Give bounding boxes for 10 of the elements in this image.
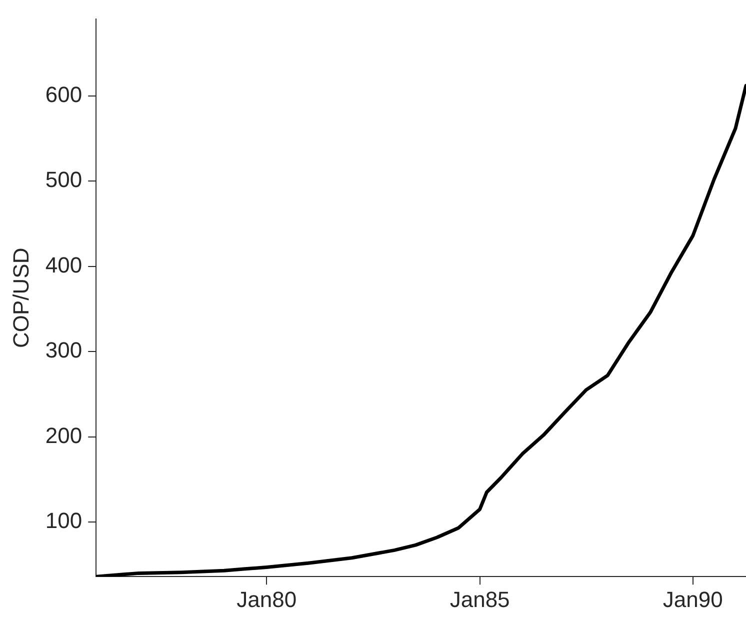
- y-tick-label: 100: [45, 508, 82, 534]
- y-tick-label: 300: [45, 338, 82, 363]
- y-tick-label: 600: [45, 82, 82, 107]
- y-tick-label: 400: [45, 252, 82, 278]
- y-tick-label: 500: [45, 167, 82, 192]
- x-tick-label: Jan85: [450, 586, 510, 612]
- x-tick-label: Jan90: [662, 586, 723, 612]
- x-tick-label: Jan80: [236, 586, 297, 612]
- y-axis-title: COP/USD: [8, 248, 34, 348]
- y-tick-label: 200: [45, 422, 82, 448]
